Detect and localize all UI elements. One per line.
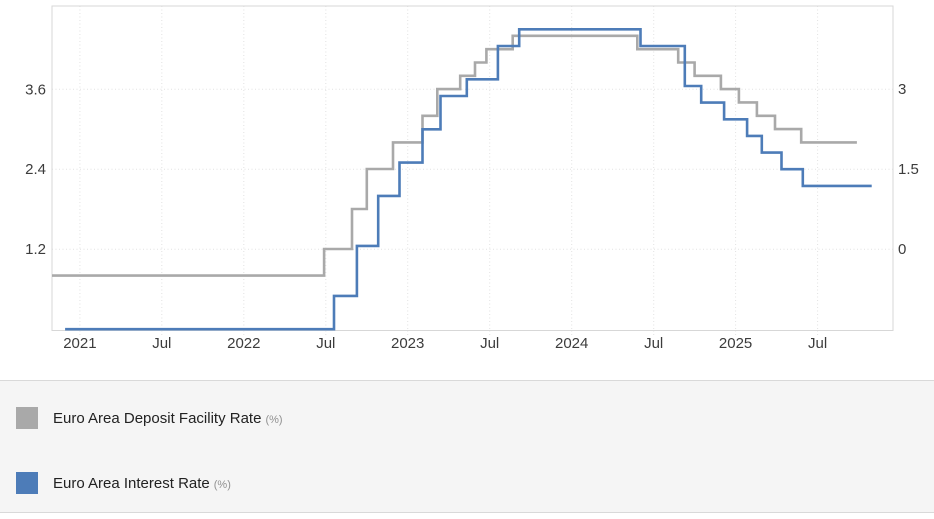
legend-swatch-deposit-facility — [16, 407, 38, 429]
right-axis-tick-label: 0 — [898, 241, 906, 258]
rates-step-chart: 2021 Jul 2022 Jul 2023 Jul 2024 Jul 2025 Jul 3.6 2.… — [25, 5, 919, 352]
legend-label-deposit-facility: Euro Area Deposit Facility Rate (%) — [53, 409, 283, 427]
x-tick-label: 2022 — [227, 335, 260, 352]
plot-border — [51, 5, 894, 331]
x-tick-label: Jul — [480, 335, 499, 352]
x-tick-label: 2023 — [391, 335, 424, 352]
plot-area[interactable] — [52, 6, 893, 331]
x-tick-label: Jul — [316, 335, 335, 352]
x-tick-label: Jul — [152, 335, 171, 352]
x-tick-label: 2025 — [719, 335, 752, 352]
legend-unit: (%) — [265, 413, 283, 426]
series-line-euro-area-deposit-facility-rate[interactable] — [52, 34, 857, 277]
right-axis-tick-label: 3 — [898, 81, 906, 98]
legend-item-interest-rate[interactable]: Euro Area Interest Rate (%) — [16, 472, 934, 494]
legend-unit: (%) — [213, 478, 231, 491]
left-axis-tick-label: 2.4 — [25, 161, 46, 178]
x-tick-label: 2024 — [555, 335, 588, 352]
series-line-euro-area-interest-rate[interactable] — [65, 28, 872, 331]
right-axis-tick-label: 1.5 — [898, 161, 919, 178]
x-tick-label: Jul — [644, 335, 663, 352]
legend-label-interest-rate: Euro Area Interest Rate (%) — [53, 474, 231, 492]
legend-item-deposit-facility-rate[interactable]: Euro Area Deposit Facility Rate (%) — [16, 407, 934, 429]
left-axis-tick-label: 1.2 — [25, 241, 46, 258]
legend: Euro Area Deposit Facility Rate (%) Euro … — [0, 380, 934, 513]
legend-swatch-interest-rate — [16, 472, 38, 494]
x-tick-label: 2021 — [63, 335, 96, 352]
x-tick-label: Jul — [808, 335, 827, 352]
left-axis-tick-label: 3.6 — [25, 81, 46, 98]
chart-container: 2021 Jul 2022 Jul 2023 Jul 2024 Jul 2025 Jul 3.6 2.… — [25, 5, 919, 352]
next-section-edge — [0, 513, 934, 519]
